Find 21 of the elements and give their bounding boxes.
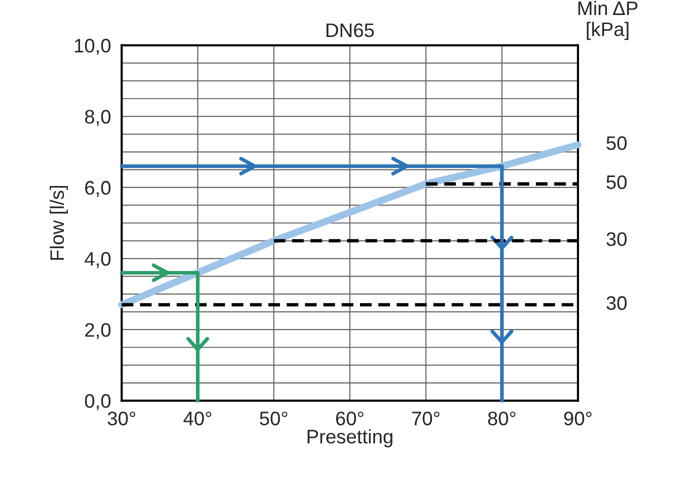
y-tick-label: 10,0 xyxy=(74,38,111,55)
y-axis-title: Flow [l/s] xyxy=(50,186,68,260)
x-tick-label: 40° xyxy=(183,412,212,426)
x-tick-label: 50° xyxy=(260,412,288,426)
y-tick-label: 4,0 xyxy=(84,252,111,268)
series-label: 50 xyxy=(606,136,627,150)
series-label: 30 xyxy=(606,296,627,310)
x-tick-label: 80° xyxy=(488,412,516,426)
chart-title: DN65 xyxy=(326,23,374,38)
y-tick-label: 6,0 xyxy=(85,180,111,197)
x-tick-label: 70° xyxy=(412,412,440,426)
series-label: 30 xyxy=(606,232,627,246)
series-label: 50 xyxy=(606,175,627,190)
y-tick-label: 2,0 xyxy=(85,323,111,340)
y2-axis-title: Min ΔP [kPa] xyxy=(578,0,638,40)
y-tick-label: 8,0 xyxy=(85,110,111,126)
x-axis-title: Presetting xyxy=(308,429,392,448)
x-tick-label: 30° xyxy=(108,412,136,426)
y-tick-label: 0,0 xyxy=(84,394,111,410)
x-tick-label: 60° xyxy=(336,412,364,426)
x-tick-label: 90° xyxy=(564,412,592,426)
